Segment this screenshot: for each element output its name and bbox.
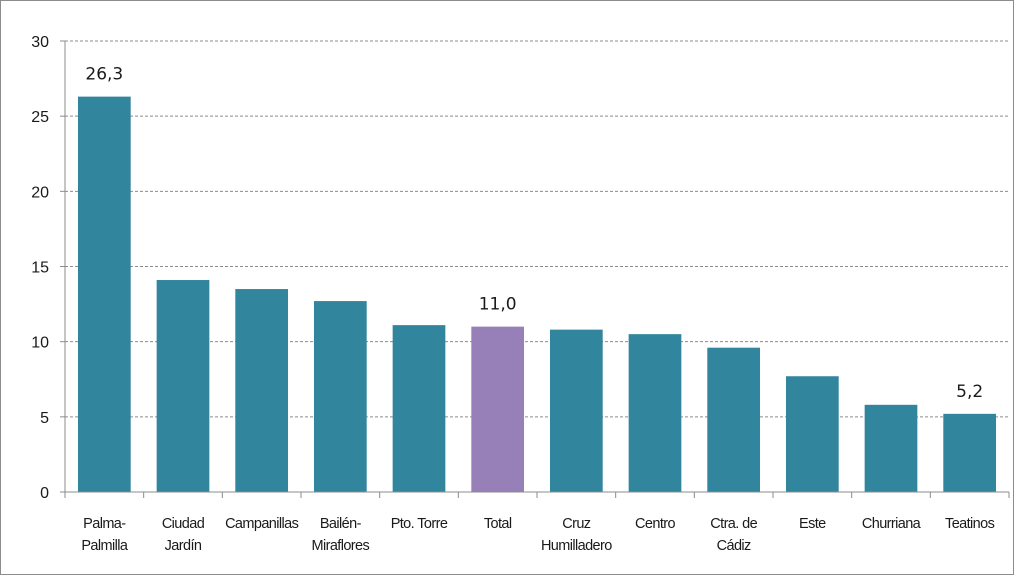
bar: [77, 96, 131, 492]
x-category-label: Churriana: [862, 516, 922, 532]
x-category-label: Palmilla: [81, 538, 129, 554]
bar: [785, 376, 839, 492]
y-tick-label: 25: [31, 109, 49, 126]
x-category-label: Este: [799, 516, 826, 532]
x-category-label: Cruz: [562, 516, 591, 532]
bar: [471, 326, 525, 492]
bar: [235, 289, 289, 492]
y-tick-label: 10: [31, 335, 49, 352]
bars: [77, 96, 997, 492]
data-label: 5,2: [956, 382, 983, 402]
x-category-label: Humilladero: [541, 538, 612, 554]
data-label: 26,3: [85, 65, 123, 85]
y-tick-label: 30: [31, 34, 49, 51]
x-category-label: Bailén-: [320, 516, 362, 532]
gridlines: [65, 40, 1009, 418]
x-category-label: Ciudad: [162, 516, 205, 532]
y-axis: 0 5 10 15 20 25 30: [31, 34, 66, 502]
bar: [313, 301, 367, 492]
x-category-label: Campanillas: [225, 516, 299, 532]
x-category-label: Centro: [635, 516, 675, 532]
bar: [707, 347, 761, 492]
data-label: 11,0: [479, 295, 517, 315]
y-tick-label: 15: [31, 260, 49, 277]
bar: [943, 413, 997, 492]
x-category-label: Teatinos: [945, 516, 995, 532]
x-category-label: Palma-: [83, 516, 126, 532]
x-category-label: Miraflores: [312, 538, 370, 554]
x-category-label: Ctra. de: [710, 516, 757, 532]
bar: [156, 280, 210, 492]
bar: [864, 404, 918, 492]
bar: [392, 325, 446, 492]
y-tick-label: 20: [31, 184, 49, 201]
x-axis: Palma- Palmilla Ciudad Jardín Campanillas Bai…: [64, 491, 1010, 554]
x-category-label: Cádiz: [717, 538, 751, 554]
y-tick-label: 5: [40, 410, 49, 427]
bar: [549, 329, 603, 492]
data-labels: 26,3 11,0 5,2: [85, 65, 983, 402]
x-category-label: Total: [484, 516, 512, 532]
x-category-label: Jardín: [165, 538, 202, 554]
x-category-label: Pto. Torre: [391, 516, 448, 532]
bar: [628, 334, 682, 492]
y-tick-label: 0: [40, 485, 49, 502]
